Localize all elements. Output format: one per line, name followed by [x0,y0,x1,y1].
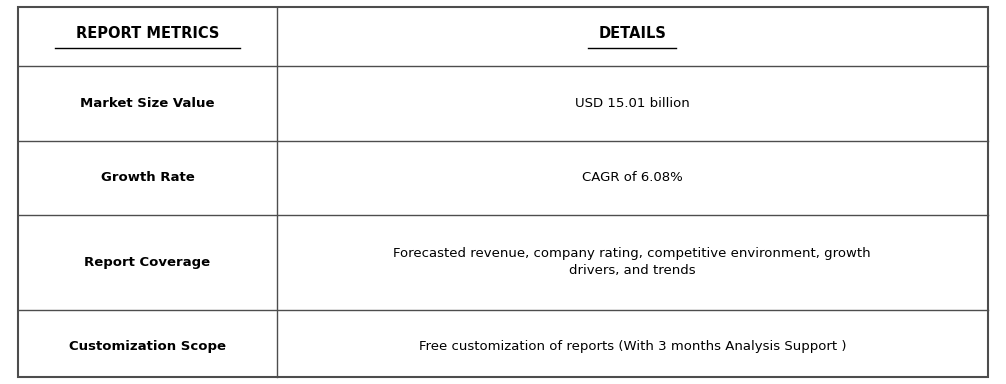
Text: Growth Rate: Growth Rate [101,171,194,184]
Text: Market Size Value: Market Size Value [80,97,214,110]
Text: Report Coverage: Report Coverage [85,256,210,269]
Text: USD 15.01 billion: USD 15.01 billion [574,97,690,110]
Text: DETAILS: DETAILS [599,26,666,41]
Text: Free customization of reports (With 3 months Analysis Support ): Free customization of reports (With 3 mo… [418,340,846,353]
Text: CAGR of 6.08%: CAGR of 6.08% [581,171,683,184]
Text: REPORT METRICS: REPORT METRICS [75,26,219,41]
Text: Forecasted revenue, company rating, competitive environment, growth
drivers, and: Forecasted revenue, company rating, comp… [393,247,871,277]
Text: Customization Scope: Customization Scope [68,340,226,353]
